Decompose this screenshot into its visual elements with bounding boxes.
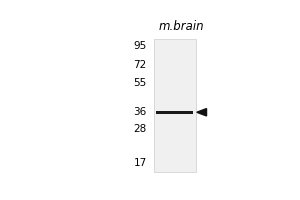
Text: 17: 17 [134, 158, 147, 168]
Text: 36: 36 [134, 107, 147, 117]
Text: m.brain: m.brain [159, 20, 205, 33]
Bar [156, 111, 193, 114]
Text: 72: 72 [134, 60, 147, 70]
Text: 55: 55 [134, 78, 147, 88]
Bar [154, 39, 196, 172]
Polygon shape [197, 109, 206, 116]
Text: 95: 95 [134, 41, 147, 51]
Text: 28: 28 [134, 124, 147, 134]
